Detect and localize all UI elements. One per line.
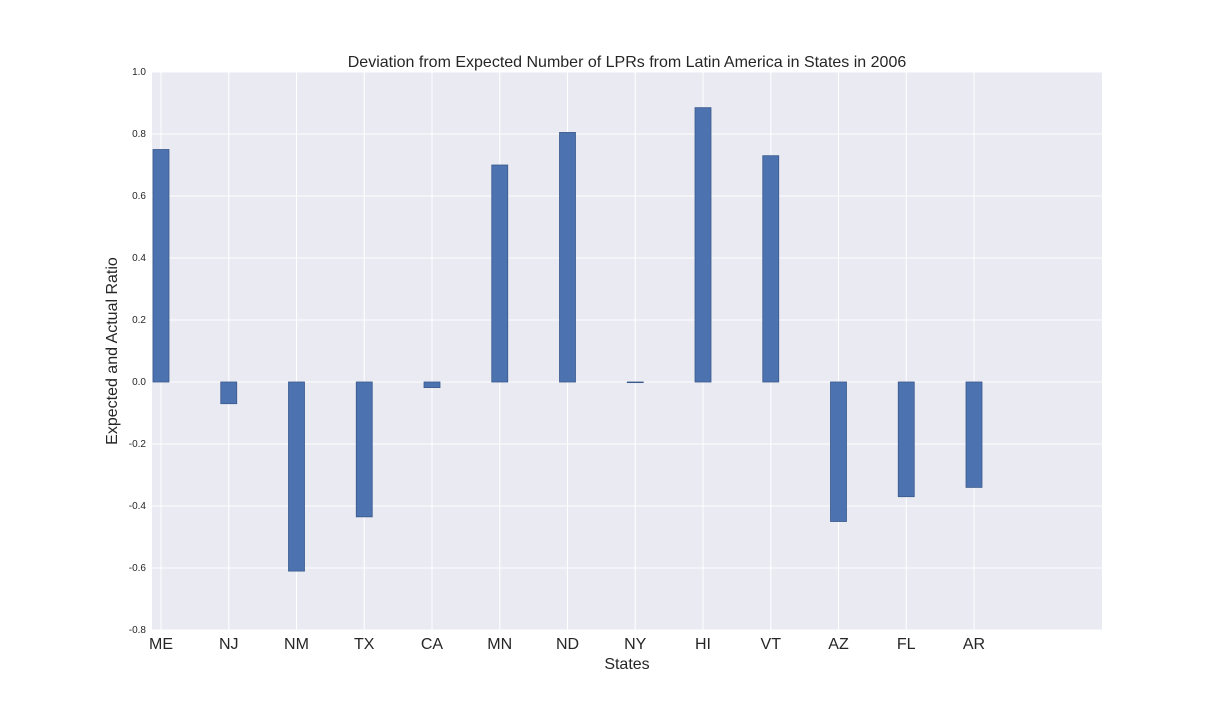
- x-tick-label: AR: [963, 636, 985, 653]
- y-ticks: -0.8 -0.6 -0.4 -0.2 0.0 0.2 0.4 0.6 0.8 1.0: [129, 67, 147, 636]
- bars: [152, 107, 983, 572]
- y-tick-label: 0.4: [132, 253, 146, 264]
- bar-ca: [423, 381, 441, 388]
- bar-tx: [355, 381, 373, 518]
- x-ticks: ME NJ NM TX CA MN ND NY HI VT AZ FL AR: [149, 636, 985, 653]
- bar-vt: [762, 155, 780, 383]
- bar-hi: [694, 107, 712, 383]
- bar-me: [152, 149, 170, 383]
- y-axis-label: Expected and Actual Ratio: [104, 257, 121, 445]
- y-tick-label: -0.2: [129, 439, 147, 450]
- x-tick-label: CA: [421, 636, 444, 653]
- y-tick-label: 1.0: [132, 67, 146, 78]
- bar-fl: [897, 381, 915, 498]
- x-tick-label: ME: [149, 636, 173, 653]
- y-tick-label: -0.4: [129, 501, 147, 512]
- x-tick-label: AZ: [828, 636, 849, 653]
- bar-ar: [965, 381, 983, 488]
- x-tick-label: NJ: [219, 636, 239, 653]
- chart-title: Deviation from Expected Number of LPRs f…: [348, 54, 907, 71]
- x-axis-label: States: [604, 656, 649, 673]
- x-tick-label: MN: [487, 636, 512, 653]
- plot-area: [152, 72, 1102, 630]
- x-tick-label: TX: [354, 636, 375, 653]
- bar-nd: [559, 132, 576, 383]
- x-tick-label: NM: [284, 636, 309, 653]
- x-tick-label: HI: [695, 636, 711, 653]
- bar-ny: [626, 381, 644, 384]
- y-tick-label: 0.2: [132, 315, 146, 326]
- bar-nm: [288, 381, 305, 572]
- bar-az: [830, 381, 847, 522]
- y-tick-label: 0.6: [132, 191, 146, 202]
- y-tick-label: -0.8: [129, 625, 147, 636]
- y-tick-label: 0.0: [132, 377, 146, 388]
- x-tick-label: ND: [556, 636, 579, 653]
- bar-nj: [220, 381, 238, 405]
- y-tick-label: 0.8: [132, 129, 146, 140]
- x-tick-label: VT: [761, 636, 782, 653]
- x-tick-label: FL: [897, 636, 916, 653]
- x-tick-label: NY: [624, 636, 647, 653]
- bar-mn: [491, 164, 509, 383]
- y-tick-label: -0.6: [129, 563, 147, 574]
